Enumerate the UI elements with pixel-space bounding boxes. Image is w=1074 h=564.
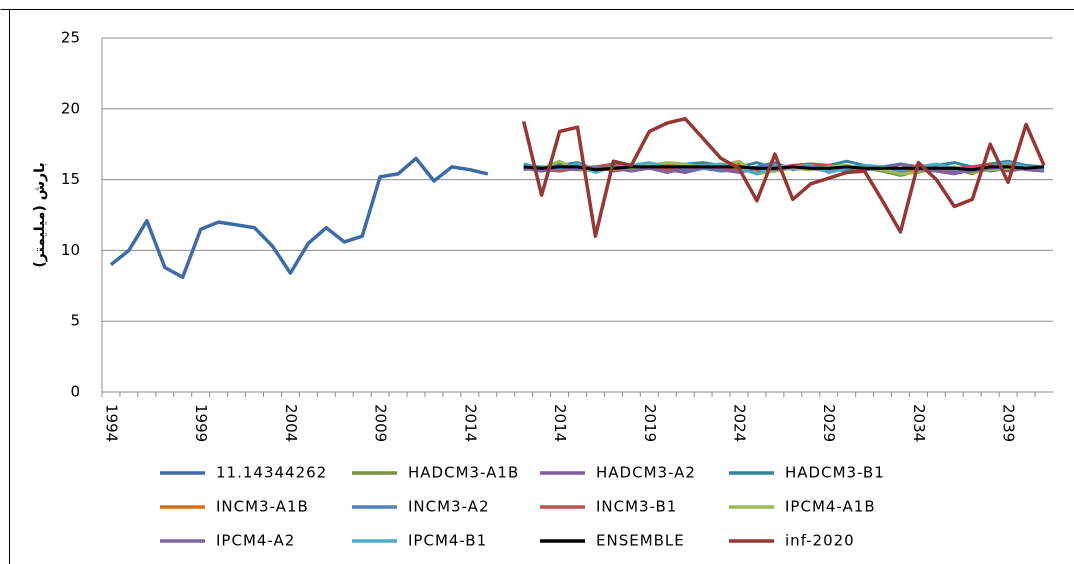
legend-label: INCM3-A1B	[216, 498, 309, 516]
legend-label: HADCM3-B1	[785, 464, 885, 482]
x-tick-label: 2014	[551, 404, 569, 442]
y-tick-label: 20	[61, 99, 80, 117]
y-tick-label: 15	[61, 170, 80, 188]
legend-label: 11.14344262	[216, 464, 327, 482]
x-tick-label: 1999	[192, 404, 210, 442]
x-tick-label: 2039	[1000, 404, 1018, 442]
y-tick-label: 25	[61, 29, 80, 47]
series-line	[109, 156, 489, 280]
y-axis-label: بارش (میلیمتر)	[32, 162, 48, 267]
legend-label: INCM3-B1	[596, 498, 677, 516]
legend-label: IPCM4-A2	[216, 532, 295, 550]
y-tick-label: 0	[70, 383, 80, 401]
x-tick-label: 2024	[730, 404, 748, 442]
legend-label: IPCM4-A1B	[785, 498, 876, 516]
x-tick-label: 2034	[910, 404, 928, 442]
legend-label: inf-2020	[785, 532, 855, 550]
y-tick-label: 5	[70, 312, 80, 330]
y-tick-label: 10	[61, 241, 80, 259]
legend-label: INCM3-A2	[408, 498, 490, 516]
x-tick-label: 2014	[461, 404, 479, 442]
x-tick-label: 1994	[102, 404, 120, 442]
frame	[0, 9, 1074, 564]
x-tick-label: 2019	[641, 404, 659, 442]
legend-label: HADCM3-A2	[596, 464, 696, 482]
legend-label: HADCM3-A1B	[408, 464, 519, 482]
x-tick-label: 2009	[372, 404, 390, 442]
series-line	[521, 116, 1046, 238]
legend-label: IPCM4-B1	[408, 532, 487, 550]
x-tick-label: 2029	[820, 404, 838, 442]
legend-label: ENSEMBLE	[596, 532, 685, 550]
x-tick-label: 2004	[282, 404, 300, 442]
